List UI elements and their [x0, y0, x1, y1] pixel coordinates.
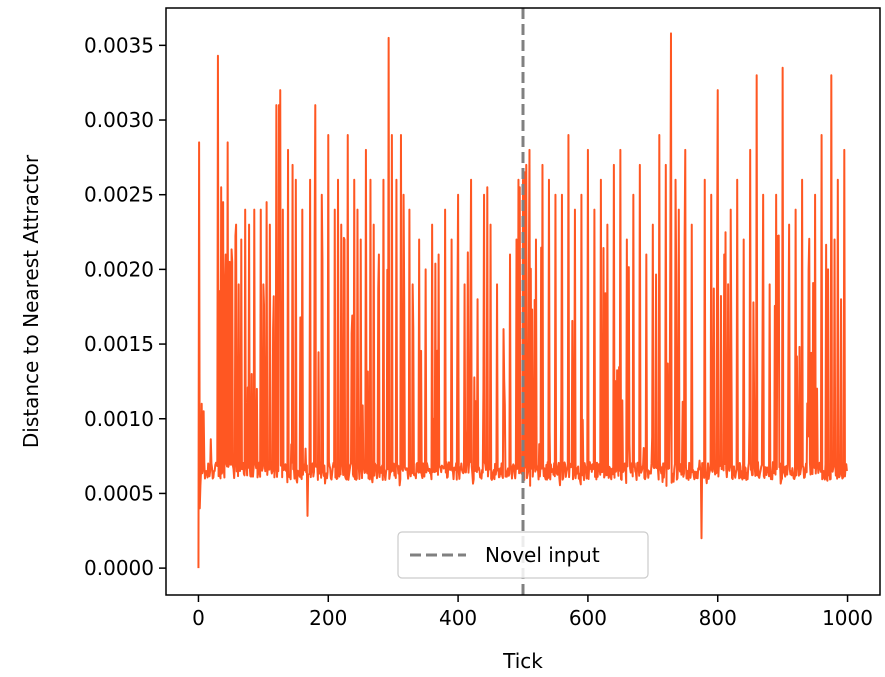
legend-label: Novel input — [485, 543, 600, 567]
y-tick-label: 0.0030 — [84, 108, 154, 132]
y-axis-label: Distance to Nearest Attractor — [19, 154, 43, 448]
y-tick-label: 0.0035 — [84, 33, 154, 57]
x-tick-label: 200 — [309, 606, 347, 630]
y-tick-label: 0.0005 — [84, 481, 154, 505]
y-tick-label: 0.0000 — [84, 556, 154, 580]
y-tick-label: 0.0010 — [84, 407, 154, 431]
x-tick-label: 800 — [699, 606, 737, 630]
series-layer — [197, 8, 848, 595]
y-tick-label: 0.0025 — [84, 183, 154, 207]
x-tick-label: 0 — [192, 606, 205, 630]
y-tick-label: 0.0020 — [84, 257, 154, 281]
x-tick-label: 400 — [439, 606, 477, 630]
plot-frame — [165, 7, 881, 596]
legend-box — [397, 531, 649, 579]
x-tick-label: 600 — [569, 606, 607, 630]
axes-layer: 0 200 400 600 800 1000 0.0000 0.0005 0.0010 0.001… — [84, 7, 881, 630]
x-axis-label: Tick — [502, 649, 543, 673]
series-line — [197, 32, 848, 569]
x-tick-label: 1000 — [822, 606, 873, 630]
y-tick-label: 0.0015 — [84, 332, 154, 356]
legend: Novel input — [397, 531, 649, 579]
